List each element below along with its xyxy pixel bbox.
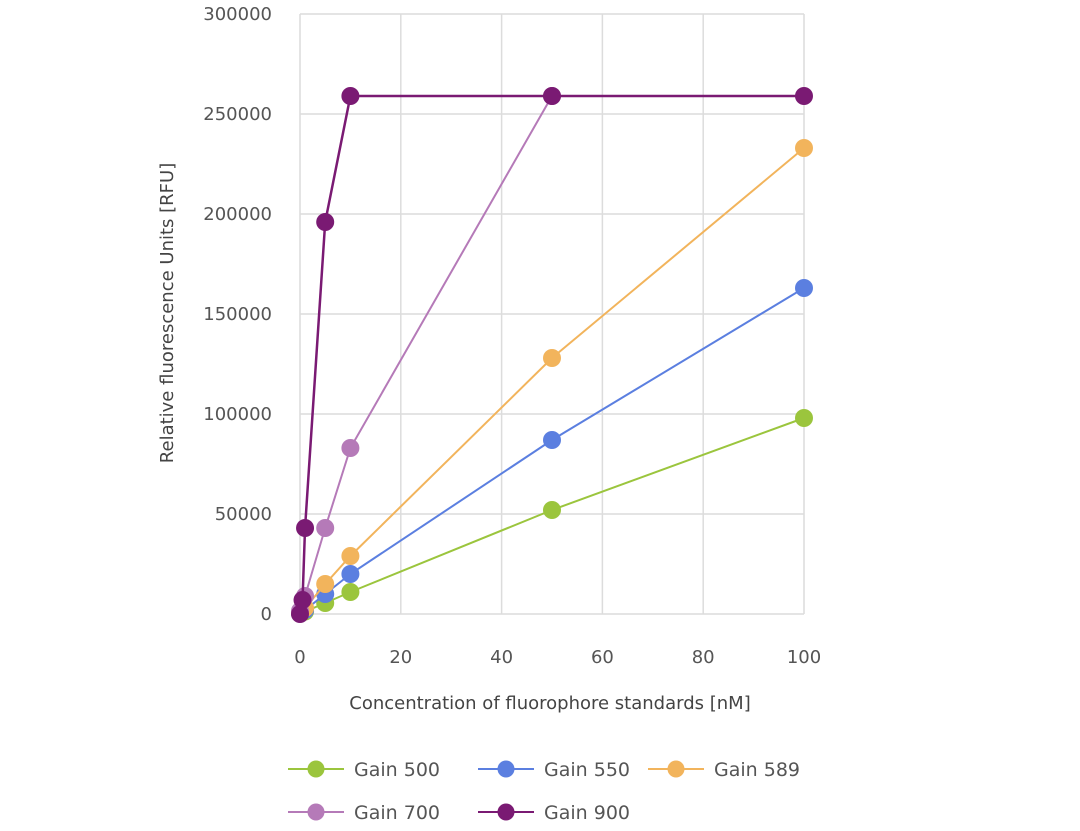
x-tick-label: 40 bbox=[490, 647, 513, 668]
legend: Gain 500 Gain 550 Gain 589 Gain 700 Gain 900 bbox=[288, 759, 800, 824]
y-tick-label: 200000 bbox=[203, 204, 272, 225]
x-tick-label: 0 bbox=[294, 647, 305, 668]
legend-item: Gain 550 bbox=[478, 759, 630, 781]
data-point bbox=[795, 279, 813, 297]
data-point bbox=[291, 605, 309, 623]
data-point bbox=[543, 87, 561, 105]
series-group bbox=[291, 87, 813, 623]
data-point bbox=[293, 591, 312, 609]
legend-item: Gain 700 bbox=[288, 802, 440, 824]
legend-swatch-marker bbox=[307, 760, 325, 778]
data-point bbox=[316, 575, 335, 593]
y-tick-label: 0 bbox=[261, 604, 272, 625]
x-tick-labels: 0 20 40 60 80 100 bbox=[294, 647, 821, 668]
legend-label: Gain 900 bbox=[544, 802, 630, 824]
series-line bbox=[299, 95, 553, 612]
x-tick-label: 20 bbox=[389, 647, 412, 668]
legend-item: Gain 500 bbox=[288, 759, 440, 781]
grid bbox=[299, 13, 805, 615]
data-point bbox=[543, 349, 561, 367]
data-point bbox=[543, 501, 561, 519]
legend-swatch-marker bbox=[497, 803, 515, 821]
series-gain-550 bbox=[291, 279, 813, 622]
data-point bbox=[795, 409, 813, 427]
series-line bbox=[299, 147, 805, 614]
legend-item: Gain 900 bbox=[478, 802, 630, 824]
y-tick-label: 50000 bbox=[215, 504, 272, 525]
series-gain-700 bbox=[291, 87, 561, 620]
data-point bbox=[316, 213, 335, 231]
y-tick-label: 150000 bbox=[203, 304, 272, 325]
data-point bbox=[316, 519, 335, 537]
data-point bbox=[296, 519, 315, 537]
data-point bbox=[795, 87, 813, 105]
series-line bbox=[299, 287, 805, 614]
series-gain-900 bbox=[291, 87, 813, 623]
y-tick-label: 300000 bbox=[203, 4, 272, 25]
y-tick-label: 100000 bbox=[203, 404, 272, 425]
legend-swatch-marker bbox=[497, 760, 515, 778]
legend-swatch-marker bbox=[667, 760, 685, 778]
x-tick-label: 80 bbox=[692, 647, 715, 668]
data-point bbox=[341, 565, 360, 583]
legend-swatch-marker bbox=[307, 803, 325, 821]
data-point bbox=[341, 583, 360, 601]
x-tick-label: 100 bbox=[787, 647, 821, 668]
legend-label: Gain 700 bbox=[354, 802, 440, 824]
series-gain-589 bbox=[291, 139, 813, 622]
x-axis-title: Concentration of fluorophore standards [… bbox=[349, 693, 750, 714]
data-point bbox=[341, 87, 360, 105]
data-point bbox=[543, 431, 561, 449]
legend-item: Gain 589 bbox=[648, 759, 800, 781]
data-point bbox=[341, 547, 360, 565]
y-tick-labels: 0 50000 100000 150000 200000 250000 300000 bbox=[203, 4, 272, 625]
y-tick-label: 250000 bbox=[203, 104, 272, 125]
legend-label: Gain 589 bbox=[714, 759, 800, 781]
x-tick-label: 60 bbox=[591, 647, 614, 668]
data-point bbox=[341, 439, 360, 457]
legend-label: Gain 550 bbox=[544, 759, 630, 781]
data-point bbox=[795, 139, 813, 157]
legend-label: Gain 500 bbox=[354, 759, 440, 781]
y-axis-title: Relative fluorescence Units [RFU] bbox=[157, 163, 178, 463]
